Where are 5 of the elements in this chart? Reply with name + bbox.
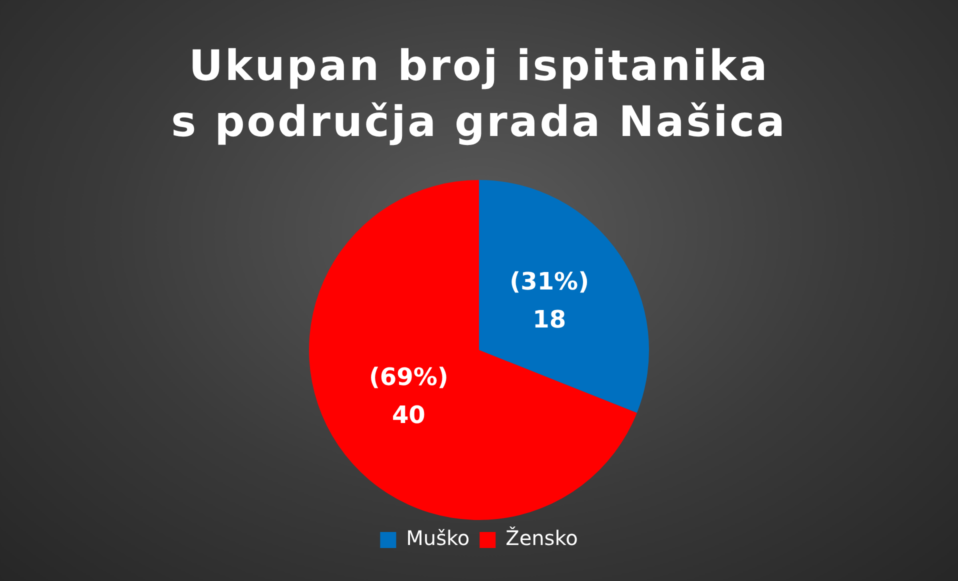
legend-label: Žensko <box>506 526 578 550</box>
data-label: (69%) 40 <box>368 362 448 429</box>
data-label: (31%) 18 <box>510 268 590 334</box>
legend-label: Muško <box>406 526 470 550</box>
chart-title: Ukupan broj ispitanika s područja grada Našica <box>170 40 788 148</box>
